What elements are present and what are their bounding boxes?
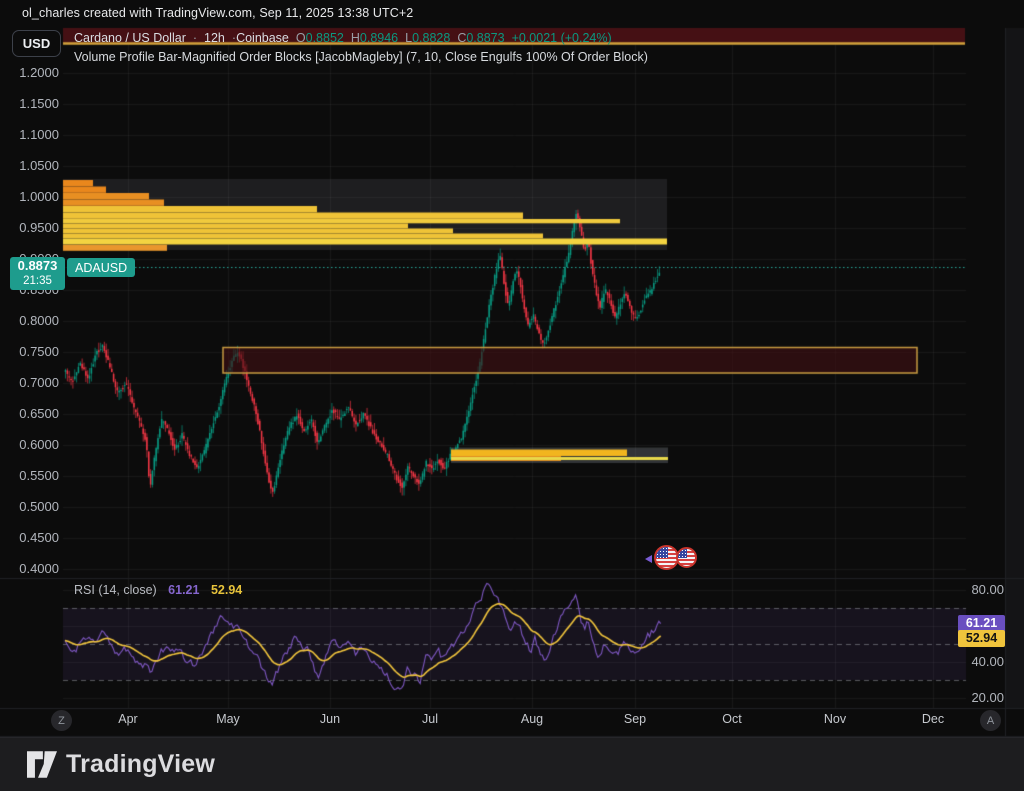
bar-countdown: 21:35: [23, 275, 52, 288]
month-tick-label: May: [216, 712, 240, 726]
price-tick-label: 0.8000: [19, 313, 59, 328]
rsi-params: (14, close): [98, 583, 157, 597]
month-tick-label: Aug: [520, 712, 544, 726]
tradingview-logo-text: TradingView: [66, 750, 216, 778]
ohlc-label: H: [350, 31, 360, 45]
footer-bar: TradingView: [0, 737, 1024, 791]
ohlc-value: 0.8873: [466, 31, 505, 45]
price-tick-label: 1.1000: [19, 127, 59, 142]
ohlc-value: 0.8946: [359, 31, 399, 45]
ohlc-label: L: [405, 31, 413, 45]
price-tick-label: 1.2000: [19, 65, 59, 80]
price-tick-label: 0.6000: [19, 437, 59, 452]
price-tick-label: 0.4000: [19, 561, 59, 576]
us-flag-event-icon-2[interactable]: [676, 547, 697, 568]
symbol-legend[interactable]: Cardano / US Dollar · 12h ·Coinbase O0.8852 H…: [74, 31, 612, 45]
ohlc-value: 0.8852: [305, 31, 344, 45]
price-tick-label: 0.6500: [19, 406, 59, 421]
event-arrow-icon: [645, 555, 652, 563]
interval-label: 12h: [204, 31, 225, 45]
legend-ohlc: O0.8852 H0.8946 L0.8828 C0.8873: [289, 31, 505, 45]
month-tick-label: Sep: [623, 712, 647, 726]
current-price-value: 0.8873: [17, 258, 58, 273]
price-tick-label: 1.1500: [19, 96, 59, 111]
price-tick-label: 0.9500: [19, 220, 59, 235]
month-tick-label: Apr: [118, 712, 138, 726]
exchange-label: Coinbase: [236, 31, 289, 45]
legend-separator-2: ·: [231, 31, 237, 45]
ohlc-label: C: [457, 31, 467, 45]
price-tick-label: 1.0000: [19, 189, 59, 204]
price-tick-label: 0.7500: [19, 344, 59, 359]
tradingview-logo-icon: [27, 751, 57, 778]
tradingview-logo[interactable]: TradingView: [27, 750, 215, 779]
rsi-tick-label: 80.00: [971, 582, 1004, 597]
indicator-legend[interactable]: Volume Profile Bar-Magnified Order Block…: [74, 50, 648, 64]
month-tick-label: Oct: [722, 712, 742, 726]
price-tick-label: 0.7000: [19, 375, 59, 390]
price-tick-label: 1.0500: [19, 158, 59, 173]
ohlc-label: O: [295, 31, 306, 45]
legend-separator: ·: [192, 31, 198, 45]
rsi-tick-label: 20.00: [971, 690, 1004, 705]
rsi-legend[interactable]: RSI (14, close) 61.21 52.94: [74, 583, 242, 597]
current-price-badge: 0.8873 21:35: [10, 257, 65, 290]
rsi-title: RSI: [74, 583, 95, 597]
month-tick-label: Jul: [422, 712, 438, 726]
change-label: +0.0021 (+0.24%): [511, 31, 612, 45]
price-tick-label: 0.4500: [19, 530, 59, 545]
rsi-main-badge: 61.21: [958, 615, 1005, 633]
ohlc-value: 0.8828: [412, 31, 451, 45]
rsi-value-signal: 52.94: [210, 583, 243, 597]
attribution-text: ol_charles created with TradingView.com,…: [22, 6, 414, 20]
month-tick-label: Dec: [921, 712, 945, 726]
rsi-signal-badge: 52.94: [958, 630, 1005, 648]
auto-scale-button[interactable]: A: [980, 710, 1001, 731]
rsi-tick-label: 40.00: [971, 654, 1004, 669]
rsi-value-main: 61.21: [168, 583, 200, 597]
price-tick-label: 0.5000: [19, 499, 59, 514]
month-tick-label: Nov: [823, 712, 847, 726]
currency-toggle-button[interactable]: USD: [12, 30, 61, 57]
symbol-price-label: ADAUSD: [67, 258, 136, 277]
month-tick-label: Jun: [319, 712, 341, 726]
symbol-title: Cardano / US Dollar: [74, 31, 186, 45]
scale-reset-button[interactable]: Z: [51, 710, 72, 731]
price-tick-label: 0.5500: [19, 468, 59, 483]
